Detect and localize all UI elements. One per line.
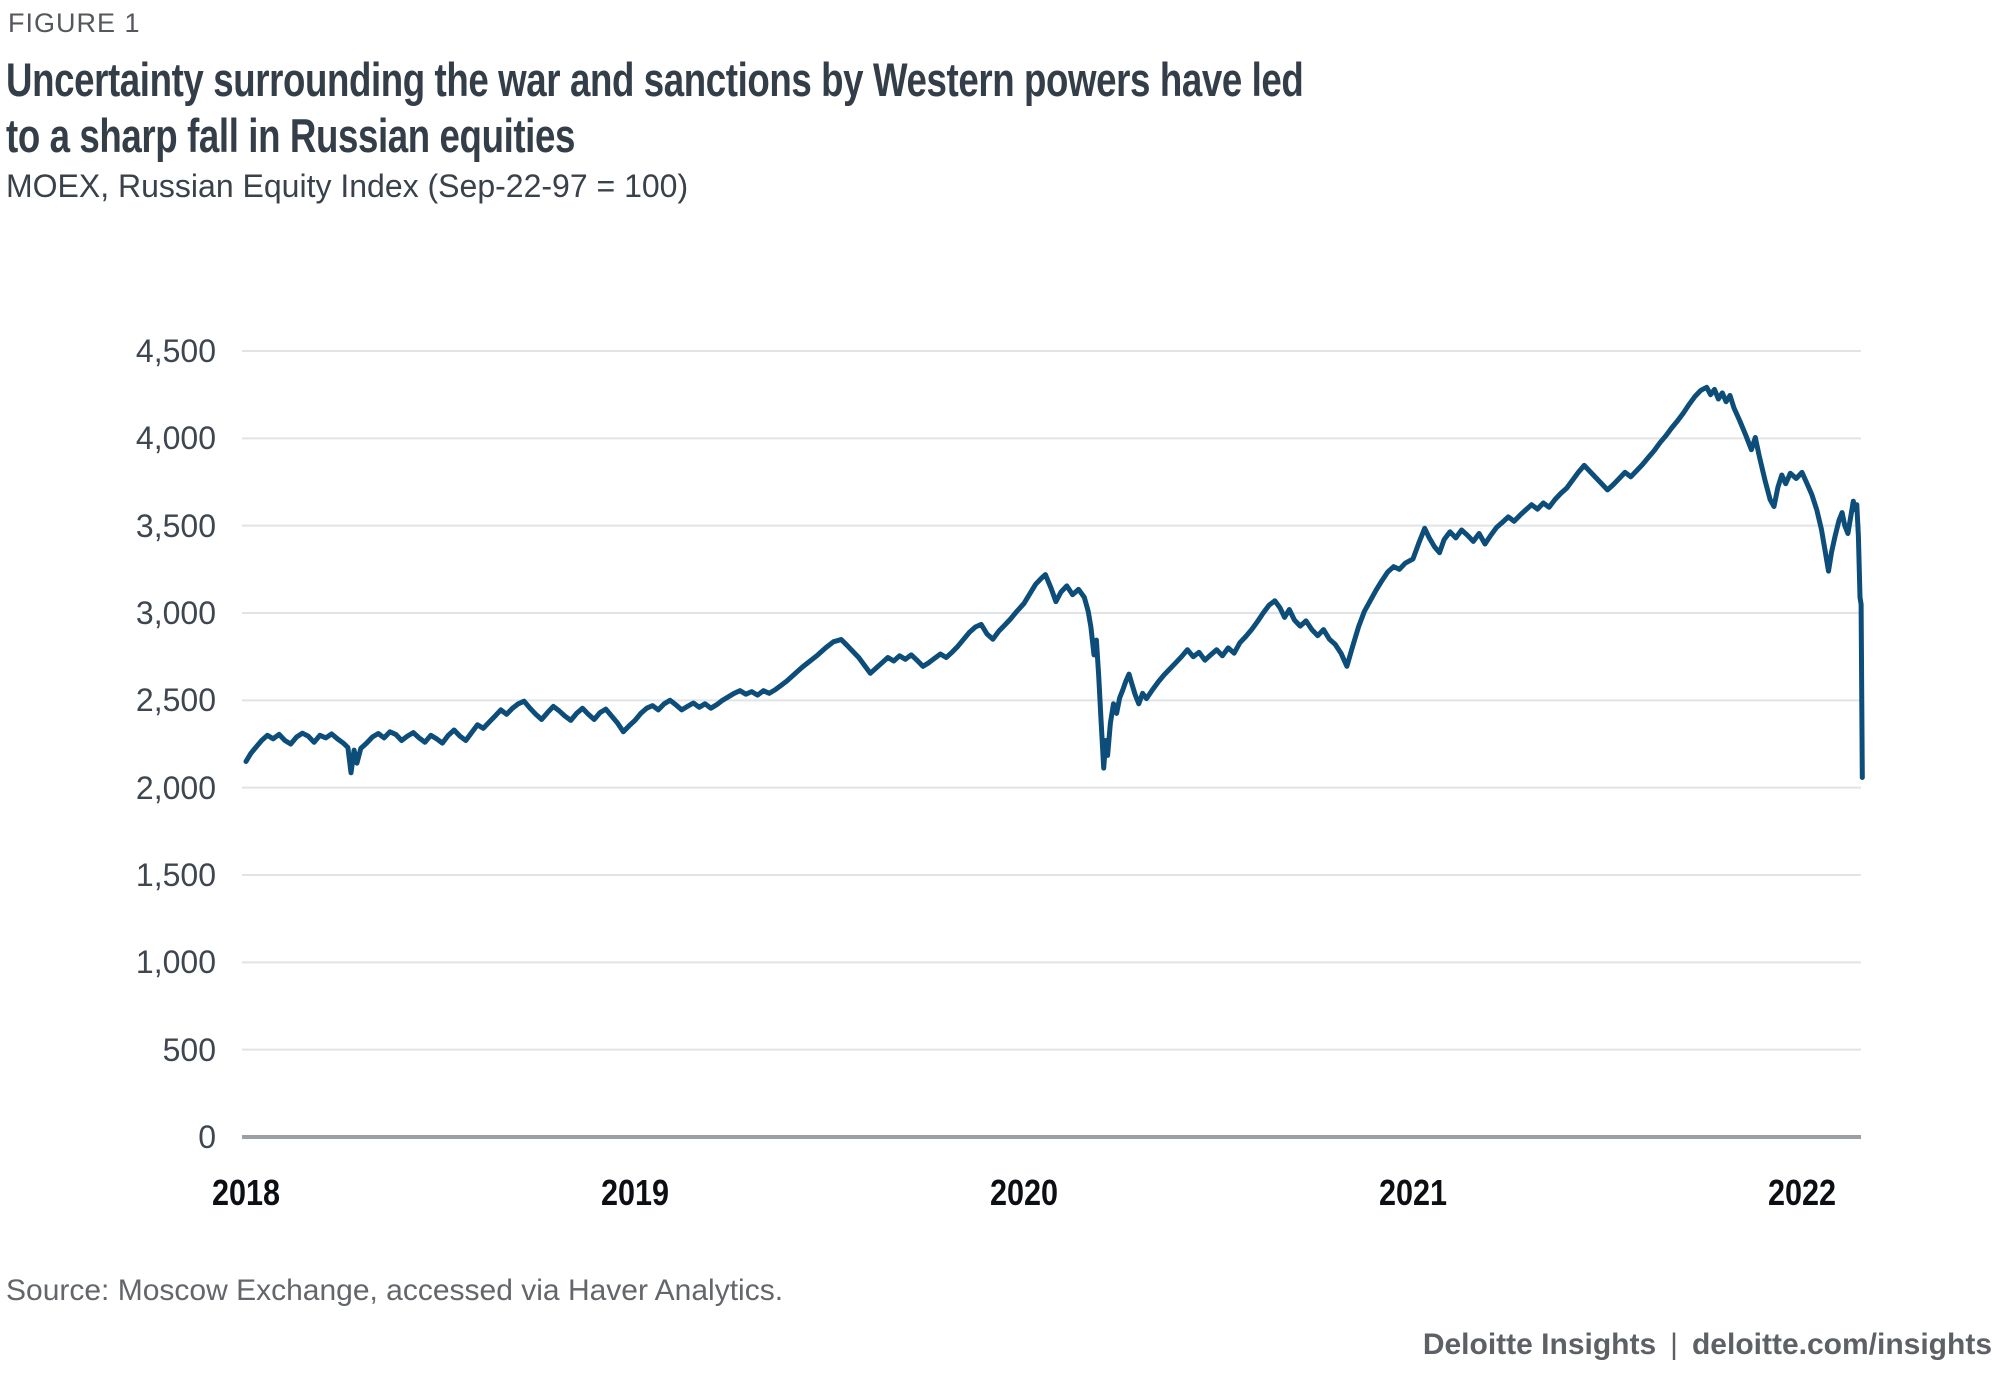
y-axis-label: 1,000 <box>135 944 216 980</box>
y-axis-label: 3,000 <box>135 595 216 631</box>
footer-url: deloitte.com/insights <box>1691 1328 1992 1361</box>
moex-index-line <box>243 384 1865 780</box>
footer-attribution: Deloitte Insights | deloitte.com/insights <box>1423 1328 1992 1362</box>
figure-label: FIGURE 1 <box>8 8 141 38</box>
footer-separator: | <box>1670 1328 1678 1361</box>
x-axis-label: 2022 <box>1767 1172 1837 1213</box>
footer-brand: Deloitte Insights <box>1422 1328 1657 1361</box>
chart-title-line-2: to a sharp fall in Russian equities <box>6 109 575 162</box>
y-axis-label: 2,500 <box>135 682 216 718</box>
x-axis-label: 2019 <box>600 1172 670 1213</box>
y-axis-label: 500 <box>162 1032 216 1068</box>
y-axis-label: 0 <box>198 1119 216 1155</box>
chart-title: Uncertainty surrounding the war and sanc… <box>6 52 1304 164</box>
x-axis-label: 2021 <box>1378 1172 1448 1213</box>
y-axis-label: 4,500 <box>135 333 216 369</box>
y-axis-label: 1,500 <box>135 857 216 893</box>
y-axis-label: 4,000 <box>135 420 216 456</box>
chart-title-line-1: Uncertainty surrounding the war and sanc… <box>6 53 1304 106</box>
y-axis-label: 3,500 <box>135 508 216 544</box>
chart-subtitle: MOEX, Russian Equity Index (Sep-22-97 = … <box>6 168 689 204</box>
source-note: Source: Moscow Exchange, accessed via Ha… <box>6 1274 784 1307</box>
gridlines <box>242 350 1861 1139</box>
y-axis-label: 2,000 <box>135 770 216 806</box>
x-axis-label: 2020 <box>989 1172 1059 1213</box>
x-axis-label: 2018 <box>211 1172 281 1213</box>
